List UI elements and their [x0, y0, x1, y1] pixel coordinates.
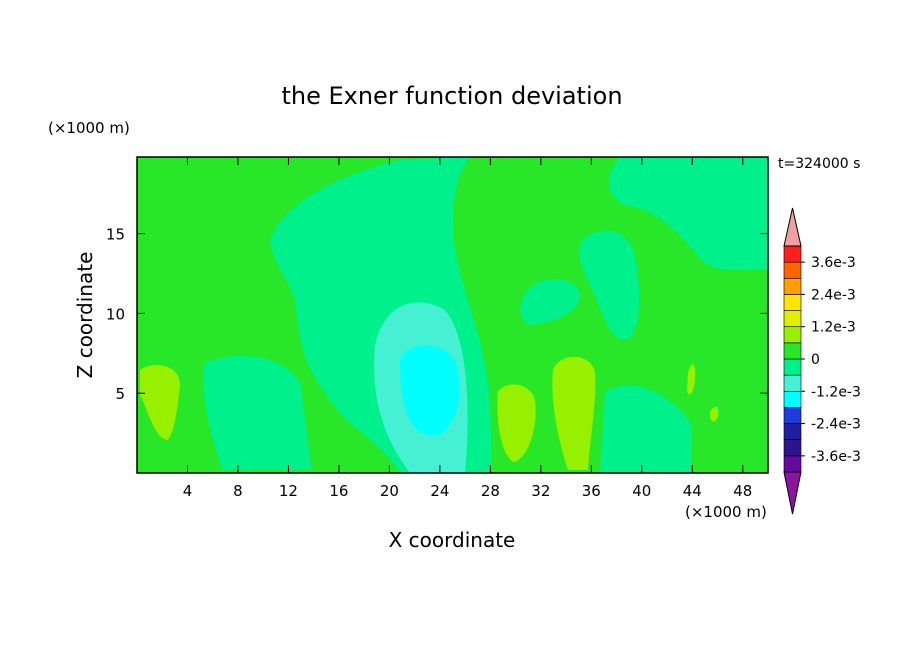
colorbar-box — [783, 455, 802, 473]
annotation: t=324000 s — [778, 156, 860, 172]
colorbar-box — [783, 374, 802, 392]
colorbar-under — [783, 471, 802, 515]
x-tick-label: 12 — [279, 482, 298, 500]
contour-region — [608, 157, 768, 270]
x-tick-label: 20 — [380, 482, 399, 500]
colorbar-tick-label: 0 — [811, 352, 820, 368]
x-tick-label: 28 — [481, 482, 500, 500]
colorbar-tick-label: 2.4e-3 — [811, 287, 856, 303]
colorbar-tick-label: 1.2e-3 — [811, 320, 856, 336]
colorbar-box — [783, 277, 802, 295]
colorbar-box — [783, 245, 802, 263]
y-unit: (×1000 m) — [48, 119, 130, 137]
x-tick-label: 44 — [683, 482, 702, 500]
colorbar-box — [783, 407, 802, 424]
colorbar-box — [783, 342, 802, 360]
contour-region — [600, 385, 692, 473]
colorbar-box — [783, 294, 802, 311]
colorbar-tick-label: -2.4e-3 — [811, 417, 861, 433]
colorbar-box — [783, 439, 802, 457]
y-tick-label: 15 — [106, 226, 125, 244]
x-tick-label: 48 — [733, 482, 752, 500]
colorbar-box — [783, 326, 802, 344]
chart-title: the Exner function deviation — [281, 82, 622, 110]
colorbar-box — [783, 310, 802, 328]
x-tick-label: 40 — [632, 482, 651, 500]
y-tick-label: 5 — [115, 385, 125, 403]
colorbar-box — [783, 390, 802, 408]
colorbar-box — [783, 261, 802, 279]
contour-region — [579, 230, 640, 340]
contour-region — [709, 406, 719, 422]
contour-region — [687, 364, 696, 395]
colorbar-tick-label: 3.6e-3 — [811, 255, 856, 271]
colorbar-tick-label: -3.6e-3 — [811, 449, 861, 465]
x-tick-label: 24 — [430, 482, 449, 500]
x-tick-label: 32 — [531, 482, 550, 500]
plot-frame — [136, 156, 769, 474]
x-tick-label: 8 — [233, 482, 243, 500]
contour-region — [520, 278, 581, 325]
x-axis-label: X coordinate — [389, 528, 516, 552]
contour-region — [552, 356, 596, 470]
contour-field — [137, 157, 768, 473]
contour-region — [140, 365, 180, 440]
colorbar-box — [783, 358, 802, 376]
contour-region — [203, 355, 312, 470]
contour-region — [497, 384, 536, 462]
colorbar-box — [783, 423, 802, 441]
x-tick-label: 16 — [329, 482, 348, 500]
y-axis-label: Z coordinate — [73, 252, 97, 379]
x-tick-label: 36 — [582, 482, 601, 500]
contour-region — [400, 345, 460, 436]
y-tick-label: 10 — [106, 305, 125, 323]
colorbar-over — [783, 207, 802, 247]
colorbar-tick-label: -1.2e-3 — [811, 384, 861, 400]
x-unit: (×1000 m) — [685, 503, 767, 521]
x-tick-label: 4 — [183, 482, 193, 500]
